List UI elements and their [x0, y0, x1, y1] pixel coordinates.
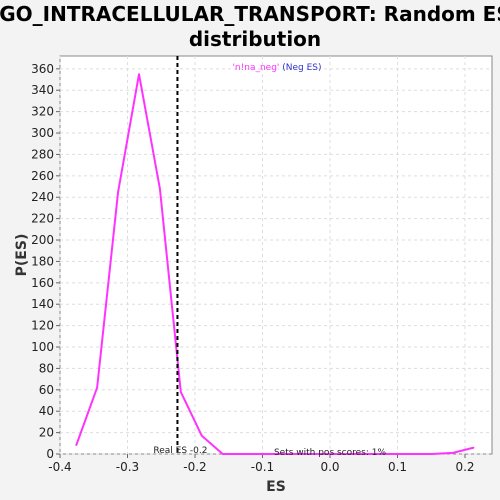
series-line — [75, 73, 475, 455]
data-point — [305, 453, 307, 455]
x-tick-label: -0.4 — [48, 460, 71, 474]
series-layer — [75, 73, 475, 455]
data-point — [263, 453, 266, 455]
axis-ticks: 0 20 40 60 80 100 120 140 160 180 200 220 240 260 280 3… — [31, 62, 474, 474]
data-point — [75, 444, 77, 447]
x-tick-label: -0.2 — [183, 460, 206, 474]
real-es-label: Real ES -0.2 — [153, 446, 207, 456]
pos-scores-annotation: Sets with pos scores: 1% — [274, 448, 387, 458]
data-point — [431, 453, 433, 455]
data-point — [138, 73, 140, 75]
data-point — [96, 387, 98, 389]
data-point — [473, 446, 475, 449]
data-point — [243, 453, 245, 455]
y-tick-label: 160 — [31, 276, 54, 290]
data-point — [117, 191, 119, 193]
y-tick-label: 120 — [31, 319, 54, 333]
data-point — [284, 453, 287, 455]
y-tick-label: 320 — [31, 105, 54, 119]
data-point — [222, 453, 224, 455]
x-tick-label: 0.1 — [388, 460, 407, 474]
y-tick-label: 20 — [39, 426, 54, 440]
y-tick-label: 180 — [31, 254, 54, 268]
data-point — [326, 453, 328, 455]
y-tick-label: 220 — [31, 212, 54, 226]
chart-title-line-2: distribution — [189, 27, 321, 51]
y-tick-label: 40 — [39, 404, 54, 418]
x-axis-label: ES — [266, 479, 286, 495]
data-point — [180, 391, 182, 393]
plot-area — [59, 55, 493, 455]
y-tick-label: 300 — [31, 126, 54, 140]
data-point — [368, 453, 370, 455]
y-tick-label: 60 — [39, 383, 54, 397]
y-tick-label: 100 — [31, 340, 54, 354]
y-tick-label: 80 — [39, 361, 54, 375]
y-tick-label: 240 — [31, 190, 54, 204]
y-tick-label: 200 — [31, 233, 54, 247]
data-point — [389, 453, 391, 455]
data-point — [410, 453, 412, 455]
data-point — [159, 188, 161, 190]
data-point — [452, 452, 454, 454]
grid — [59, 56, 492, 455]
y-axis-label: P(ES) — [14, 234, 30, 277]
y-tick-label: 260 — [31, 169, 54, 183]
x-tick-label: -0.1 — [251, 460, 274, 474]
x-tick-label: 0.0 — [320, 460, 339, 474]
y-tick-label: 0 — [46, 447, 54, 461]
data-point — [347, 453, 349, 455]
y-tick-label: 340 — [31, 83, 54, 97]
legend: 'n!na_neg' (Neg ES) — [232, 63, 321, 73]
y-tick-label: 280 — [31, 147, 54, 161]
x-tick-label: -0.3 — [116, 460, 139, 474]
chart-title-line-1: GO_INTRACELLULAR_TRANSPORT: Random ES — [0, 2, 500, 26]
y-tick-label: 360 — [31, 62, 54, 76]
x-tick-label: 0.2 — [455, 460, 474, 474]
data-point — [201, 435, 203, 437]
legend-series-name: 'n!na_neg' — [232, 63, 279, 73]
legend-series-suffix: (Neg ES) — [279, 63, 321, 73]
y-tick-label: 140 — [31, 297, 54, 311]
